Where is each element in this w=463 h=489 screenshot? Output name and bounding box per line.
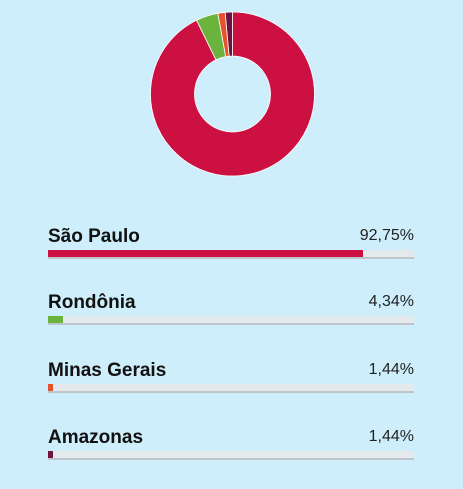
- legend-value: 1,44%: [368, 428, 414, 445]
- legend-value: 4,34%: [368, 293, 414, 310]
- legend-label: Rondônia: [48, 292, 136, 313]
- legend-label: São Paulo: [48, 226, 140, 247]
- legend-row-0: São Paulo 92,75%: [48, 226, 414, 276]
- donut-chart: [150, 10, 315, 178]
- legend-bar-fill: [48, 384, 53, 391]
- donut-svg: [150, 11, 315, 177]
- legend-row-2: Minas Gerais 1,44%: [48, 360, 414, 410]
- legend-row-3: Amazonas 1,44%: [48, 427, 414, 477]
- donut-slice-0: [150, 11, 315, 177]
- legend-bar-track: [48, 250, 414, 259]
- legend-bar-fill: [48, 250, 364, 257]
- legend-bar-track: [48, 384, 414, 393]
- legend-bar-track: [48, 316, 414, 325]
- legend-value: 1,44%: [368, 361, 414, 378]
- legend-bar-fill: [48, 451, 53, 458]
- legend-bar-fill: [48, 316, 63, 323]
- donut-slice-1: [196, 12, 227, 61]
- legend-label: Minas Gerais: [48, 360, 167, 381]
- legend-value: 92,75%: [359, 227, 414, 244]
- legend-label: Amazonas: [48, 427, 144, 448]
- legend-bar-track: [48, 451, 414, 460]
- legend-row-1: Rondônia 4,34%: [48, 292, 414, 342]
